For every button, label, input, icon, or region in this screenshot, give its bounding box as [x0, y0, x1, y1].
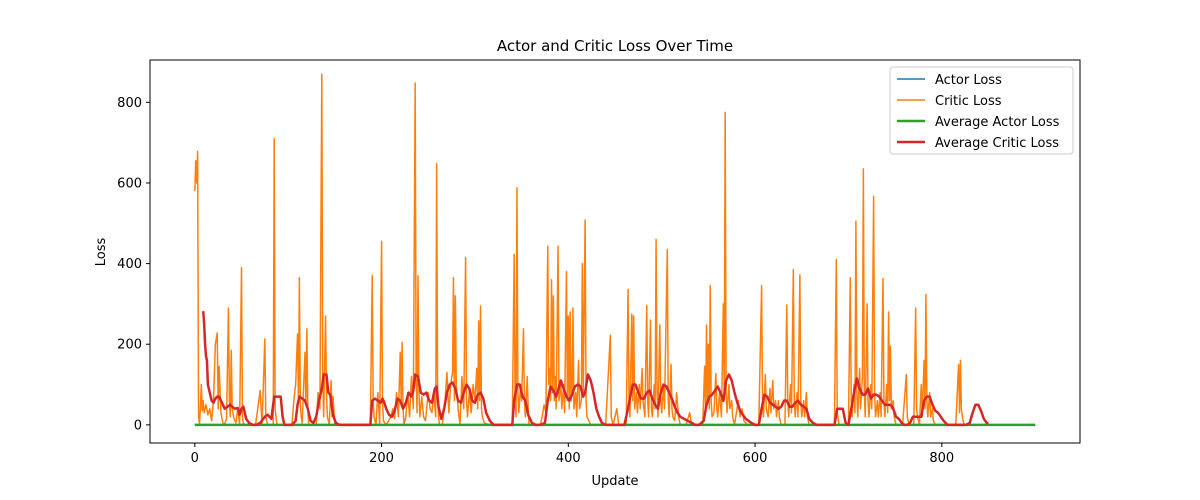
legend-frame	[889, 66, 1074, 155]
y-axis-label: Loss	[94, 238, 109, 267]
axes-frame	[149, 59, 1081, 444]
x-axis-label: Update	[591, 474, 638, 489]
y-axis-ticks: 0 200 400 600 800	[117, 96, 150, 433]
plot-lines	[194, 73, 1036, 427]
legend-label-critic-loss: Critic Loss	[935, 94, 1002, 109]
chart-title: Actor and Critic Loss Over Time	[497, 37, 733, 55]
y-tick-label: 0	[134, 418, 142, 433]
legend-label-average-critic-loss: Average Critic Loss	[935, 136, 1059, 151]
x-tick-label: 200	[369, 451, 394, 466]
legend-label-actor-loss: Actor Loss	[935, 73, 1002, 88]
legend-label-average-actor-loss: Average Actor Loss	[935, 115, 1060, 130]
x-tick-label: 600	[743, 451, 768, 466]
y-tick-label: 800	[117, 96, 142, 111]
y-tick-label: 400	[117, 257, 142, 272]
legend: Actor Loss Critic Loss Average Actor Loss A…	[889, 66, 1074, 155]
series-line-average-critic-loss	[201, 311, 989, 427]
x-tick-label: 400	[556, 451, 581, 466]
x-axis-ticks: 0 200 400 600 800	[191, 443, 954, 466]
x-tick-label: 0	[191, 451, 199, 466]
x-tick-label: 800	[929, 451, 954, 466]
y-tick-label: 200	[117, 338, 142, 353]
y-tick-label: 600	[117, 176, 142, 191]
